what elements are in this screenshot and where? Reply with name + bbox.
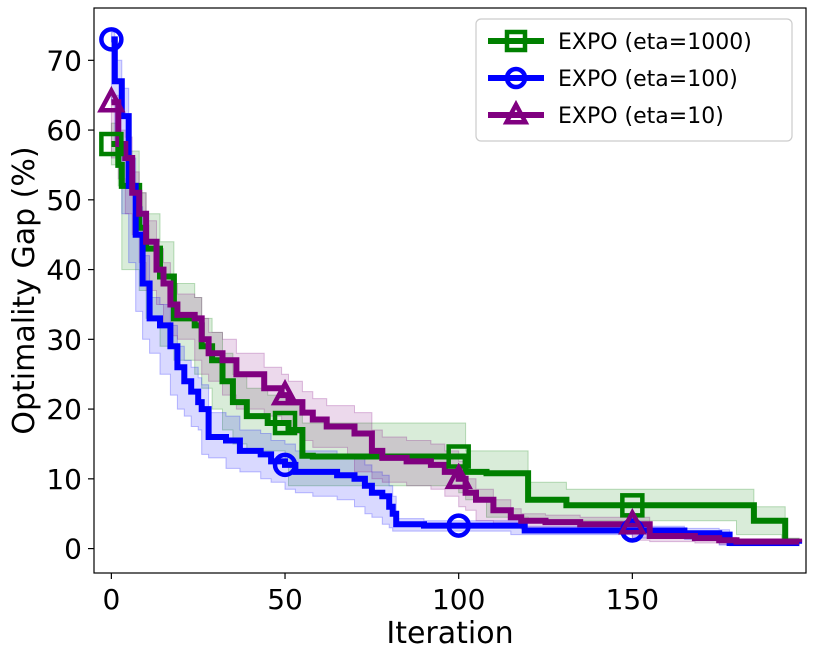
legend-marker-0 <box>504 29 528 53</box>
y-tick-label: 70 <box>46 44 82 77</box>
series-marker-2 <box>618 507 647 535</box>
series-marker-1 <box>272 452 298 478</box>
y-axis-label: Optimality Gap (%) <box>7 146 42 434</box>
series-marker-2 <box>97 85 126 113</box>
legend-label-1: EXPO (eta=100) <box>558 67 738 92</box>
series-marker-0 <box>272 410 298 436</box>
y-tick-label: 50 <box>46 184 82 217</box>
y-tick-label: 0 <box>64 533 82 566</box>
legend-box <box>475 18 793 142</box>
series-marker-1 <box>99 27 124 52</box>
plot-frame <box>93 7 807 574</box>
x-axis-label: Iteration <box>386 616 513 651</box>
y-tick-label: 40 <box>46 254 82 287</box>
legend-label-2: EXPO (eta=10) <box>558 104 724 129</box>
series-marker-0 <box>99 131 124 157</box>
series-markers <box>97 27 647 543</box>
y-tick-label: 20 <box>46 393 82 426</box>
y-tick-label: 30 <box>46 323 82 356</box>
legend-label-0: EXPO (eta=1000) <box>558 30 752 55</box>
series-line-2 <box>111 99 803 545</box>
x-tick-label: 100 <box>432 583 485 616</box>
x-tick-label: 150 <box>606 583 659 616</box>
y-axis-ticks: 0 10 20 30 40 50 60 70 <box>46 44 94 566</box>
series-marker-2 <box>270 378 300 406</box>
legend-marker-2 <box>502 99 530 125</box>
x-tick-label: 50 <box>267 583 303 616</box>
series-marker-1 <box>446 513 471 538</box>
y-tick-label: 60 <box>46 114 82 147</box>
legend-marker-1 <box>504 66 528 90</box>
x-axis-ticks: 0 50 100 150 <box>102 573 659 616</box>
x-tick-label: 0 <box>102 583 120 616</box>
series-line-0 <box>111 141 800 545</box>
series-marker-2 <box>444 462 473 490</box>
y-tick-label: 10 <box>46 463 82 496</box>
legend: EXPO (eta=1000) EXPO (eta=100) EXPO (eta=1… <box>475 18 793 142</box>
